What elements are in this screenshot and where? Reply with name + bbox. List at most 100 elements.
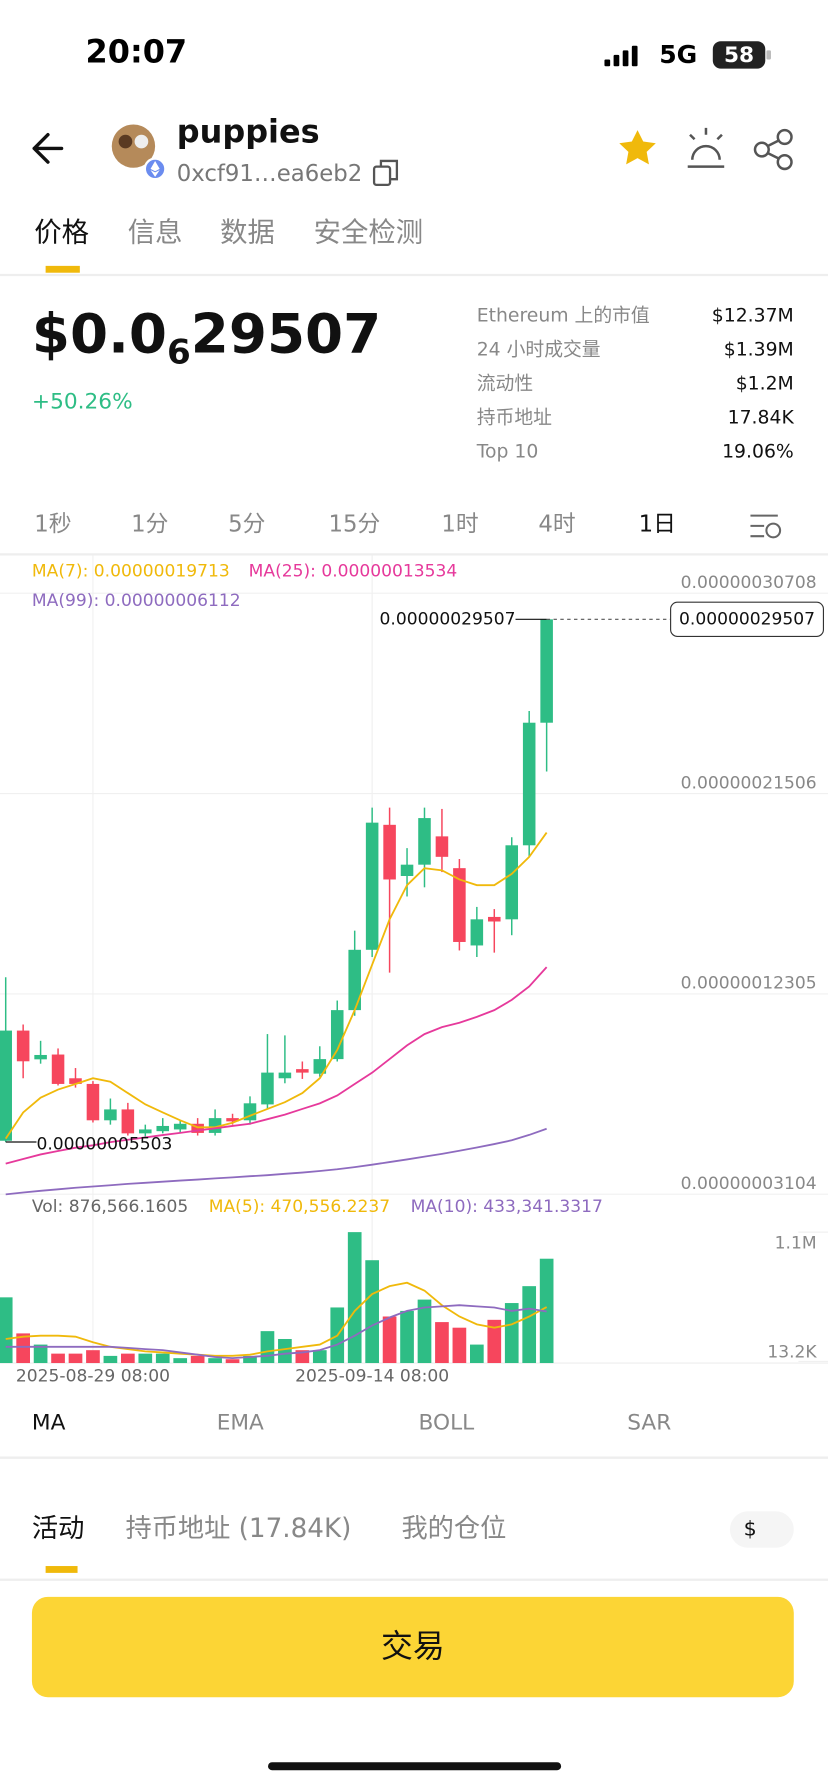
candle-body (173, 1123, 187, 1130)
timeframe[interactable]: 1日 (639, 511, 676, 537)
volume-bar (68, 1353, 83, 1364)
volume-bar (121, 1353, 135, 1364)
y-tick-label: 0.00000021506 (681, 773, 817, 793)
timeframe[interactable]: 5分 (228, 511, 265, 537)
candle-body (488, 916, 501, 922)
chart-settings[interactable] (750, 514, 782, 539)
candle-body (0, 1030, 12, 1141)
favorite-star[interactable] (619, 130, 656, 165)
volume-bar (138, 1353, 153, 1364)
trade-button-label[interactable]: 交易 (381, 1627, 445, 1665)
timeframe[interactable]: 1分 (131, 511, 168, 537)
stat-label: 持币地址 (477, 407, 552, 429)
avatar-detail (134, 134, 149, 149)
timeframe[interactable]: 4时 (538, 511, 575, 537)
candle-body (348, 949, 361, 1011)
alert-button[interactable] (687, 127, 725, 168)
tab[interactable]: 价格 (34, 217, 89, 248)
volume-bar (51, 1353, 65, 1364)
last-price-label: 0.00000029507 (679, 609, 815, 629)
volume-ma-legend: MA(10): 433,341.3317 (411, 1197, 603, 1217)
timeframe[interactable]: 1时 (441, 511, 478, 537)
volume-bar (347, 1232, 362, 1364)
volume-bar (469, 1344, 484, 1364)
volume-legend: Vol: 876,566.1605 (32, 1197, 188, 1217)
candle-body (139, 1129, 152, 1134)
volume-bar (33, 1344, 48, 1364)
candle-body (522, 722, 536, 846)
candle-body (261, 1072, 274, 1105)
volume-bar (487, 1319, 502, 1364)
candle-body (505, 845, 519, 920)
candle-body (16, 1030, 30, 1062)
tab[interactable]: 信息 (128, 217, 183, 248)
price-main: $0.0 (32, 302, 167, 366)
candle-body (69, 1078, 82, 1084)
ma-legend: MA(25): 0.00000013534 (249, 562, 458, 582)
candle-body (191, 1123, 204, 1133)
battery-cap (766, 50, 771, 60)
candle-body (470, 919, 484, 946)
candle-body (104, 1109, 117, 1121)
stat-value: $1.39M (724, 340, 794, 361)
x-tick-label: 2025-09-14 08:00 (295, 1367, 449, 1387)
stat-value: 17.84K (728, 408, 795, 429)
bottom-tab[interactable]: 持币地址 (17.84K) (125, 1514, 351, 1544)
token-address: 0xcf91…ea6eb2 (177, 161, 362, 187)
back-button[interactable] (32, 133, 64, 164)
candle-body (383, 824, 396, 880)
volume-bar (278, 1338, 292, 1364)
volume-bar (190, 1355, 205, 1364)
candle-body (51, 1054, 65, 1084)
timeframe[interactable]: 15分 (328, 511, 380, 537)
avatar-detail (118, 134, 133, 149)
ma-legend: MA(7): 0.00000019713 (32, 562, 230, 582)
candle-body (435, 836, 449, 857)
tab[interactable]: 安全检测 (314, 217, 423, 248)
tab-indicator (45, 265, 80, 273)
stat-label: 24 小时成交量 (477, 339, 601, 361)
price: $0.0629507 (32, 302, 381, 372)
volume-bar (435, 1322, 449, 1364)
signal-icon (604, 45, 638, 67)
price-change: +50.26% (32, 390, 133, 415)
volume-bar (260, 1331, 275, 1364)
volume-bar (382, 1316, 397, 1364)
copy-button[interactable] (372, 159, 399, 187)
indicator-tab[interactable]: SAR (627, 1410, 671, 1435)
indicator-tab[interactable]: MA (32, 1410, 66, 1435)
currency-toggle[interactable] (729, 1511, 794, 1548)
battery-level: 58 (724, 43, 754, 68)
candle-body (313, 1059, 327, 1074)
home-indicator (268, 1762, 562, 1771)
candle-body (365, 822, 379, 950)
bottom-tab[interactable]: 我的仓位 (401, 1514, 506, 1544)
volume-ma-line (5, 1304, 547, 1360)
candle-body (86, 1083, 100, 1121)
ma-line (4, 832, 548, 1140)
indicator-tab[interactable]: EMA (217, 1410, 264, 1435)
share-button[interactable] (753, 128, 793, 171)
volume-bar (86, 1350, 100, 1364)
stat-label: Top 10 (476, 442, 539, 463)
last-price-box (670, 601, 825, 638)
min-label: 0.00000005503 (36, 1134, 172, 1154)
x-tick-label: 2025-08-29 08:00 (16, 1367, 170, 1387)
timeframe[interactable]: 1秒 (34, 511, 71, 537)
tab[interactable]: 数据 (220, 217, 275, 248)
volume-tick-label: 1.1M (775, 1234, 817, 1254)
ma-line (5, 966, 548, 1165)
trade-button[interactable] (31, 1596, 794, 1698)
stat-value: $12.37M (712, 306, 794, 327)
volume-bar (312, 1350, 327, 1364)
candle-body (540, 619, 553, 723)
volume-ma-line (5, 1281, 548, 1357)
currency[interactable]: $ (744, 1517, 757, 1541)
indicator-tab[interactable]: BOLL (419, 1410, 475, 1435)
bottom-tab[interactable]: 活动 (32, 1514, 84, 1544)
network-label: 5G (659, 40, 697, 69)
volume-bar (103, 1355, 118, 1364)
volume-ma-legend: MA(5): 470,556.2237 (209, 1197, 390, 1217)
candle-body (121, 1109, 135, 1134)
